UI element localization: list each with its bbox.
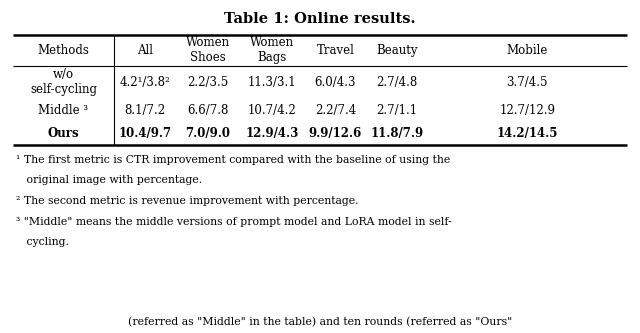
Text: 10.7/4.2: 10.7/4.2 <box>248 104 297 117</box>
Text: 2.2/3.5: 2.2/3.5 <box>188 76 228 89</box>
Text: 2.7/1.1: 2.7/1.1 <box>376 104 417 117</box>
Text: 2.2/7.4: 2.2/7.4 <box>315 104 356 117</box>
Text: 14.2/14.5: 14.2/14.5 <box>497 127 558 140</box>
Text: All: All <box>137 44 153 57</box>
Text: ³ "Middle" means the middle versions of prompt model and LoRA model in self-: ³ "Middle" means the middle versions of … <box>16 217 452 227</box>
Text: 2.7/4.8: 2.7/4.8 <box>376 76 417 89</box>
Text: w/o
self-cycling: w/o self-cycling <box>30 69 97 97</box>
Text: Ours: Ours <box>47 127 79 140</box>
Text: 6.6/7.8: 6.6/7.8 <box>187 104 228 117</box>
Text: Women
Bags: Women Bags <box>250 36 294 64</box>
Text: (referred as "Middle" in the table) and ten rounds (referred as "Ours": (referred as "Middle" in the table) and … <box>128 317 512 327</box>
Text: 10.4/9.7: 10.4/9.7 <box>118 127 172 140</box>
Text: Table 1: Online results.: Table 1: Online results. <box>224 12 416 26</box>
Text: Beauty: Beauty <box>376 44 417 57</box>
Text: Women
Shoes: Women Shoes <box>186 36 230 64</box>
Text: 11.3/3.1: 11.3/3.1 <box>248 76 297 89</box>
Text: 12.9/4.3: 12.9/4.3 <box>246 127 299 140</box>
Text: 11.8/7.9: 11.8/7.9 <box>370 127 424 140</box>
Text: 8.1/7.2: 8.1/7.2 <box>124 104 166 117</box>
Text: 6.0/4.3: 6.0/4.3 <box>315 76 356 89</box>
Text: 4.2¹/3.8²: 4.2¹/3.8² <box>120 76 170 89</box>
Text: original image with percentage.: original image with percentage. <box>16 175 202 185</box>
Text: Travel: Travel <box>316 44 355 57</box>
Text: ¹ The first metric is CTR improvement compared with the baseline of using the: ¹ The first metric is CTR improvement co… <box>16 155 450 165</box>
Text: cycling.: cycling. <box>16 237 68 247</box>
Text: ² The second metric is revenue improvement with percentage.: ² The second metric is revenue improveme… <box>16 196 358 206</box>
Text: Methods: Methods <box>38 44 90 57</box>
Text: Middle ³: Middle ³ <box>38 104 88 117</box>
Text: 9.9/12.6: 9.9/12.6 <box>308 127 362 140</box>
Text: 12.7/12.9: 12.7/12.9 <box>499 104 556 117</box>
Text: Mobile: Mobile <box>507 44 548 57</box>
Text: 3.7/4.5: 3.7/4.5 <box>507 76 548 89</box>
Text: 7.0/9.0: 7.0/9.0 <box>186 127 230 140</box>
